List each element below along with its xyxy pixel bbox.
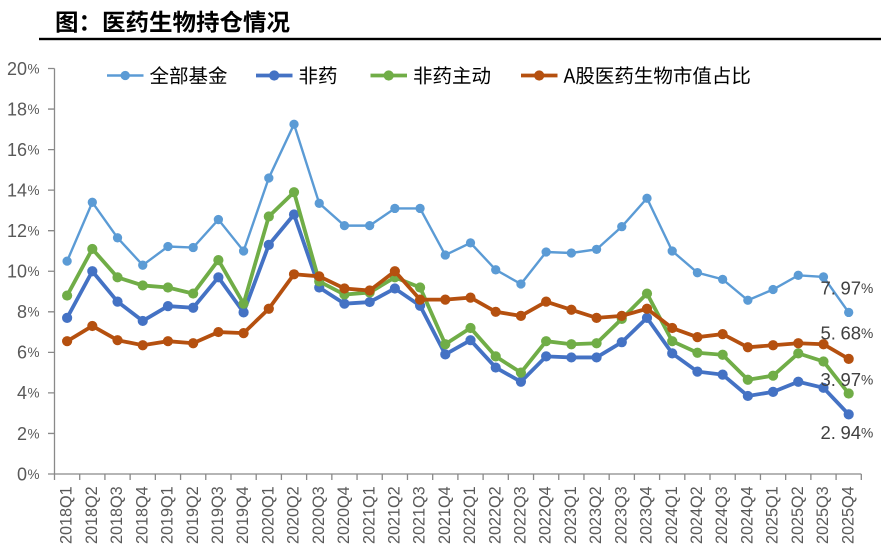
svg-text:5.68%: 5. 68% (821, 323, 874, 344)
svg-text:%: % (28, 305, 40, 320)
svg-text:%: % (28, 345, 40, 360)
svg-text:0: 0 (17, 464, 27, 484)
svg-text:2021Q2: 2021Q2 (385, 486, 403, 544)
svg-text:2019Q4: 2019Q4 (234, 486, 252, 544)
svg-text:2024Q4: 2024Q4 (738, 486, 756, 544)
svg-text:%: % (28, 426, 40, 441)
svg-text:2019Q1: 2019Q1 (159, 486, 177, 544)
svg-text:2020Q2: 2020Q2 (285, 486, 303, 544)
svg-text:2020Q4: 2020Q4 (335, 486, 353, 544)
svg-text:2021Q1: 2021Q1 (360, 486, 378, 544)
svg-text:2018Q2: 2018Q2 (83, 486, 101, 544)
svg-text:2020Q3: 2020Q3 (310, 486, 328, 544)
svg-text:7.97%: 7. 97% (821, 278, 874, 299)
svg-text:3.97%: 3. 97% (821, 369, 874, 390)
svg-text:%: % (28, 183, 40, 198)
svg-text:%: % (28, 142, 40, 157)
svg-text:2022Q3: 2022Q3 (512, 486, 530, 544)
svg-text:%: % (28, 467, 40, 482)
svg-text:2022Q1: 2022Q1 (461, 486, 479, 544)
svg-text:4: 4 (17, 383, 27, 403)
svg-text:2025Q2: 2025Q2 (789, 486, 807, 544)
svg-text:16: 16 (7, 140, 27, 160)
svg-text:2024Q3: 2024Q3 (713, 486, 731, 544)
svg-text:10: 10 (7, 262, 27, 282)
svg-text:2019Q3: 2019Q3 (209, 486, 227, 544)
svg-text:2018Q1: 2018Q1 (58, 486, 76, 544)
svg-text:14: 14 (7, 180, 27, 200)
svg-text:2019Q2: 2019Q2 (184, 486, 202, 544)
svg-text:2023Q4: 2023Q4 (638, 486, 656, 544)
svg-text:20: 20 (7, 59, 27, 79)
svg-text:%: % (28, 102, 40, 117)
svg-text:%: % (28, 264, 40, 279)
svg-text:2025Q4: 2025Q4 (839, 486, 857, 544)
svg-text:%: % (28, 224, 40, 239)
svg-text:12: 12 (7, 221, 27, 241)
svg-text:2025Q1: 2025Q1 (764, 486, 782, 544)
svg-text:2022Q4: 2022Q4 (537, 486, 555, 544)
svg-text:2022Q2: 2022Q2 (486, 486, 504, 544)
svg-text:2021Q3: 2021Q3 (411, 486, 429, 544)
svg-text:2023Q2: 2023Q2 (587, 486, 605, 544)
svg-text:2021Q4: 2021Q4 (436, 486, 454, 544)
svg-text:8: 8 (17, 302, 27, 322)
svg-text:2023Q3: 2023Q3 (612, 486, 630, 544)
svg-text:2018Q3: 2018Q3 (108, 486, 126, 544)
svg-text:2.94%: 2. 94% (821, 422, 874, 443)
svg-text:2024Q1: 2024Q1 (663, 486, 681, 544)
svg-text:6: 6 (17, 343, 27, 363)
svg-text:2023Q1: 2023Q1 (562, 486, 580, 544)
svg-text:2024Q2: 2024Q2 (688, 486, 706, 544)
svg-text:%: % (28, 61, 40, 76)
svg-text:%: % (28, 386, 40, 401)
svg-text:2020Q1: 2020Q1 (259, 486, 277, 544)
svg-text:2018Q4: 2018Q4 (133, 486, 151, 544)
svg-text:2: 2 (17, 424, 27, 444)
svg-text:18: 18 (7, 99, 27, 119)
svg-text:2025Q3: 2025Q3 (814, 486, 832, 544)
